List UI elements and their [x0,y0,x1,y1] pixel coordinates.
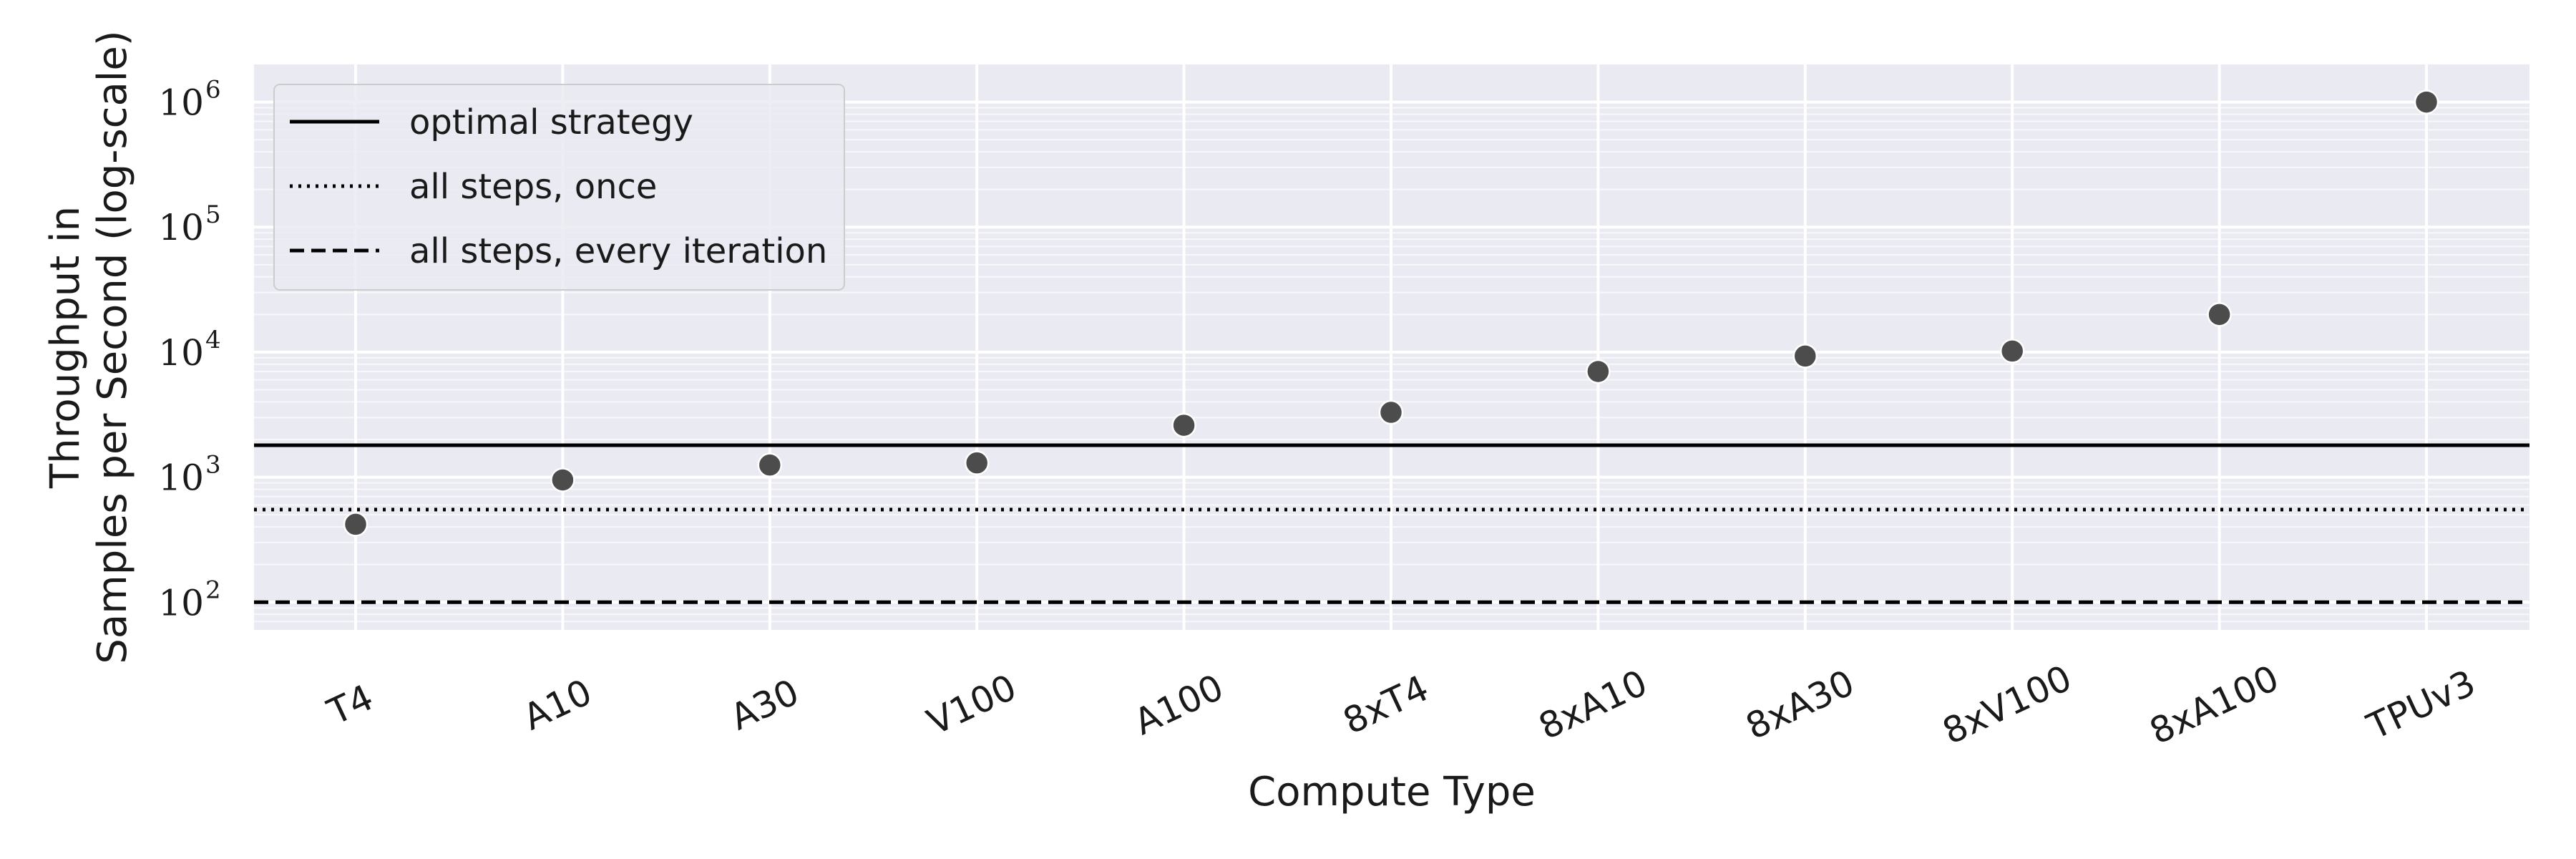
x-tick-labels: T4 A10 A30 V100 A100 8xT4 8xA10 8xA30 8xV100 8xA1… [321,657,2482,752]
reference-lines [254,443,2529,604]
legend-label-optimal: optimal strategy [409,102,693,142]
x-tick-label: 8xV100 [1936,657,2078,752]
data-point-A30 [757,452,783,477]
legend-label-once: all steps, once [409,167,657,207]
data-point-A10 [550,467,575,492]
y-tick-label: 10 [158,457,204,499]
data-point-TPUv3 [2414,89,2439,115]
y-tick-exponent: 2 [205,576,221,604]
x-tick-label: 8xT4 [1337,667,1435,742]
x-tick-label: 8xA100 [2144,657,2285,752]
y-tick-exponent: 6 [205,76,221,105]
data-point-8xT4 [1378,399,1404,425]
x-tick-label: T4 [321,676,379,733]
y-tick-exponent: 4 [205,326,221,354]
data-point-8xV100 [1999,339,2025,364]
data-point-8xA100 [2207,302,2232,327]
x-tick-label: A100 [1128,666,1229,743]
x-tick-label: TPUv3 [2361,662,2482,748]
y-axis-label: Throughput in Samples per Second (log-sc… [42,30,136,664]
data-point-8xA30 [1792,344,1818,369]
y-axis-label-line2: Samples per Second (log-scale) [89,30,136,664]
x-axis-label: Compute Type [1248,769,1536,815]
y-tick-label: 10 [158,332,204,374]
data-point-V100 [964,450,990,475]
x-tick-label: A30 [724,671,805,739]
data-point-T4 [343,512,369,537]
y-tick-label: 10 [158,207,204,248]
legend: optimal strategy all steps, once all ste… [273,84,845,291]
data-point-8xA10 [1586,359,1611,384]
x-tick-label: A10 [517,671,598,739]
data-points [343,89,2439,537]
x-tick-label: 8xA30 [1740,662,1860,748]
x-tick-label: 8xA10 [1533,662,1654,748]
legend-label-every-iteration: all steps, every iteration [409,231,827,271]
data-point-A100 [1171,412,1196,438]
y-tick-label: 10 [158,82,204,124]
y-tick-exponent: 3 [205,451,221,480]
y-tick-label: 10 [158,582,204,623]
legend-box [273,84,845,291]
x-tick-label: V100 [921,666,1023,743]
y-axis-label-line1: Throughput in [42,206,89,489]
y-tick-exponent: 5 [205,200,221,229]
